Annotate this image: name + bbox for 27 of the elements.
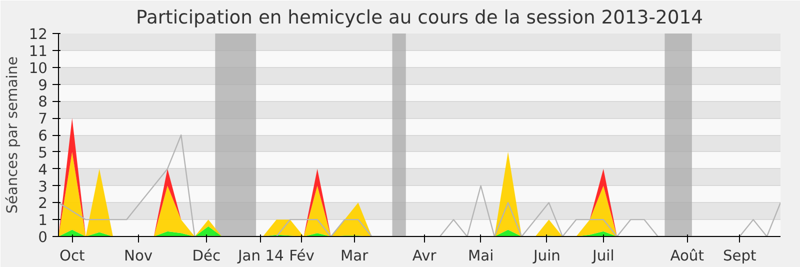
- y-tick-label: 2: [38, 195, 48, 212]
- y-tick-label: 12: [28, 26, 48, 43]
- chart-title: Participation en hemicycle au cours de la session 2013-2014: [136, 8, 703, 28]
- x-tick-label: Juil: [592, 248, 614, 264]
- y-tick-label: 6: [38, 128, 48, 144]
- y-tick-label: 10: [28, 60, 48, 77]
- y-tick-label: 9: [38, 76, 48, 94]
- y-tick-label: 5: [38, 144, 48, 162]
- x-tick-label: Mar: [340, 248, 370, 264]
- y-tick-label: 1: [38, 212, 48, 230]
- x-tick-label: Sept: [722, 248, 757, 264]
- x-tick-label: Nov: [124, 248, 153, 264]
- y-tick-label: 3: [38, 178, 48, 196]
- y-tick-label: 11: [28, 42, 48, 60]
- y-tick-label: 4: [38, 161, 48, 178]
- x-tick-label: Jan 14: [236, 248, 284, 264]
- y-tick-label: 7: [38, 110, 48, 128]
- x-tick-label: Juin: [532, 248, 560, 264]
- x-tick-label: Avr: [412, 248, 438, 264]
- y-tick-label: 8: [38, 94, 48, 111]
- x-tick-label: Déc: [192, 248, 221, 264]
- y-tick-label: 0: [38, 229, 48, 246]
- x-tick-label: Mai: [468, 248, 494, 264]
- x-tick-label: Oct: [59, 248, 86, 264]
- y-axis-title: Séances par semaine: [4, 56, 21, 214]
- x-tick-label: Août: [670, 248, 704, 264]
- x-tick-label: Fév: [289, 248, 315, 264]
